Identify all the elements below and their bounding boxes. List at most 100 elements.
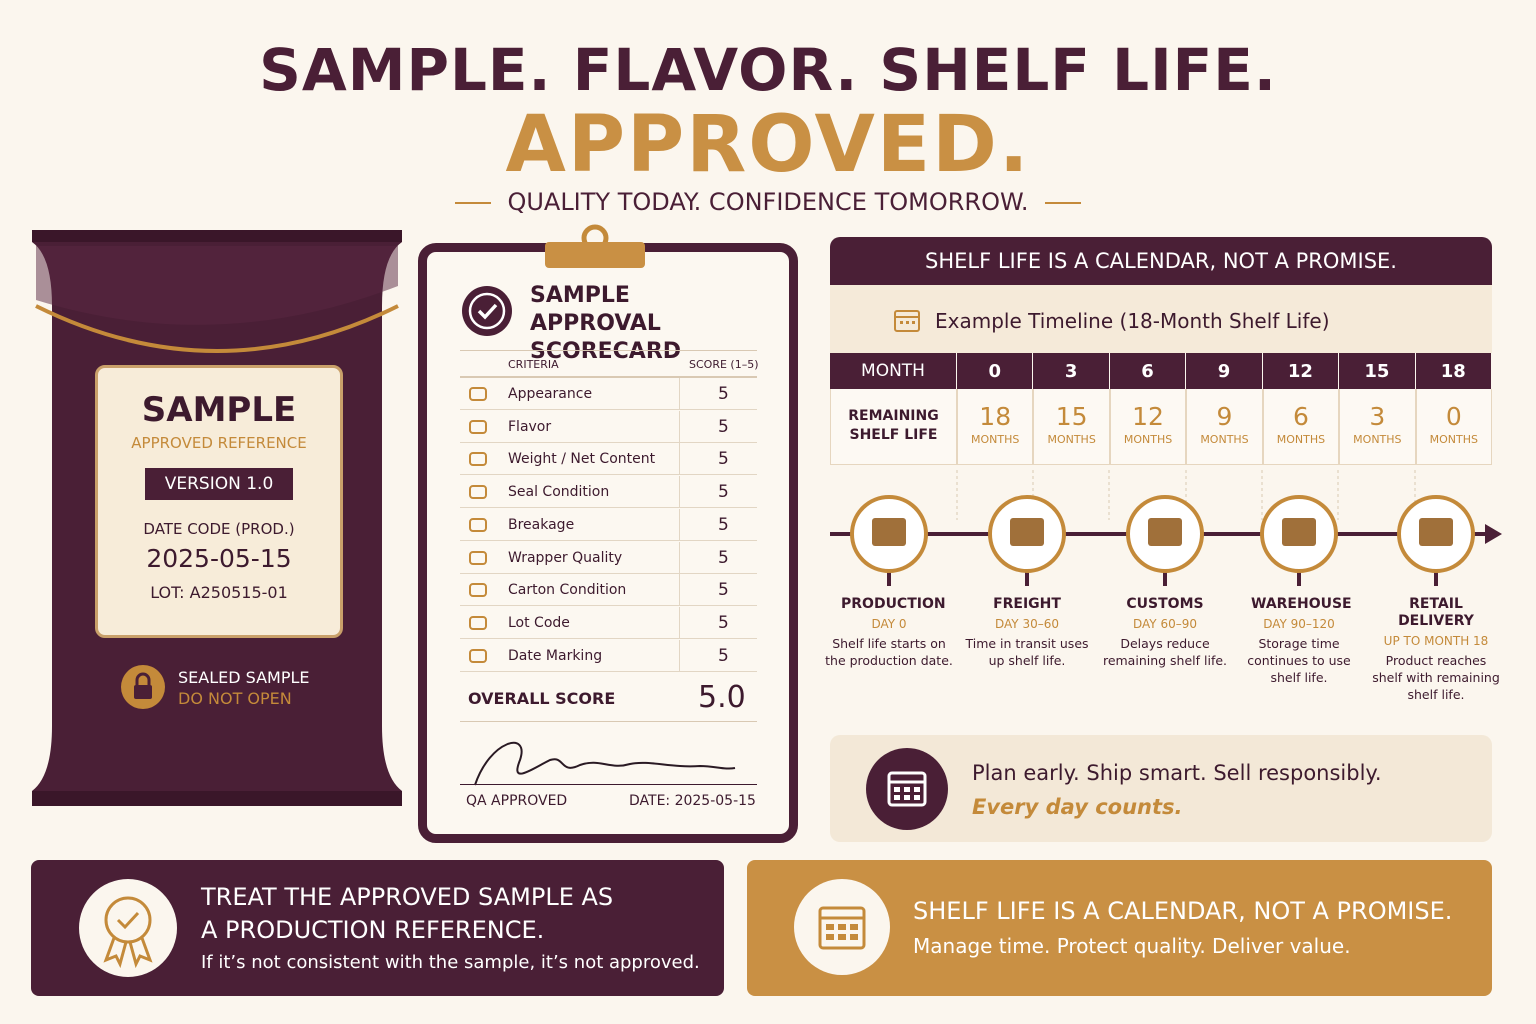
divider (455, 202, 492, 204)
tagline-row: QUALITY TODAY. CONFIDENCE TOMORROW. (0, 188, 1536, 216)
stage: WAREHOUSE DAY 90–120 Storage time continue… (1229, 596, 1369, 686)
stage-glyph (1148, 518, 1182, 546)
column-rule (679, 639, 680, 672)
column-rule (679, 443, 680, 476)
remaining-unit: MONTHS (1429, 433, 1478, 446)
timeline-subtitle: Example Timeline (18-Month Shelf Life) (935, 309, 1330, 333)
remaining-value: 15 (1055, 402, 1088, 431)
remaining-cell (1415, 389, 1492, 465)
criteria-icon (469, 419, 487, 434)
month-cell: 18 (1415, 353, 1492, 389)
criteria-icon (469, 648, 487, 663)
table-row (460, 542, 757, 574)
criteria-name: Date Marking (508, 647, 603, 664)
table-row (460, 378, 757, 410)
remaining-value: 18 (979, 402, 1012, 431)
pack-title: SAMPLE (141, 390, 297, 430)
signature-line (460, 784, 757, 785)
stage-days: DAY 0 (871, 617, 907, 631)
table-row (460, 574, 757, 607)
tagline: QUALITY TODAY. CONFIDENCE TOMORROW. (507, 188, 1029, 216)
table-header (460, 350, 757, 378)
qa-label: QA APPROVED (466, 793, 568, 809)
criteria-score: 5 (718, 449, 729, 470)
remaining-cell (1186, 389, 1263, 465)
calendar-badge (794, 879, 890, 975)
criteria-icon (469, 583, 487, 598)
criteria-name: Breakage (508, 516, 575, 533)
title: SAMPLE. FLAVOR. SHELF LIFE. (259, 36, 1277, 104)
remaining-cell (957, 389, 1034, 465)
criteria-name: Seal Condition (508, 484, 610, 501)
stage-days: UP TO MONTH 18 (1383, 634, 1489, 648)
remaining-value: 0 (1445, 402, 1462, 431)
seal-line-1: SEALED SAMPLE (178, 668, 310, 687)
criteria-score: 5 (718, 482, 729, 503)
remaining-cell (1109, 389, 1187, 465)
column-rule (679, 606, 680, 639)
criteria-icon (469, 387, 487, 401)
footer-left-title: TREAT THE APPROVED SAMPLE AS A PRODUCTIO… (201, 883, 614, 944)
remaining-cell (1339, 389, 1416, 465)
month-label: MONTH (830, 353, 957, 389)
footer-left-text: If it’s not consistent with the sample, … (201, 952, 700, 973)
footer-right-title: SHELF LIFE IS A CALENDAR, NOT A PROMISE. (913, 897, 1453, 925)
remaining-cell (1033, 389, 1110, 465)
month-cell: 12 (1262, 353, 1340, 389)
badge-icon (79, 879, 177, 977)
criteria-icon (469, 550, 487, 565)
criteria-score: 5 (718, 645, 729, 666)
criteria-name: Lot Code (508, 614, 570, 631)
subtitle-band (830, 285, 1492, 353)
stage-desc: Product reaches shelf with remaining she… (1372, 653, 1500, 702)
month-cell: 3 (1033, 353, 1110, 389)
stage-desc: Storage time continues to use shelf life… (1247, 636, 1351, 685)
seal-line-2: DO NOT OPEN (178, 689, 292, 708)
table-row (460, 476, 757, 509)
stage-glyph (1010, 518, 1044, 546)
calendar-icon (894, 310, 920, 332)
stage-desc: Time in transit uses up shelf life. (965, 636, 1089, 668)
overall-score: 5.0 (698, 680, 746, 715)
remaining-value: 3 (1369, 402, 1386, 431)
stage-name: CUSTOMS (1126, 596, 1204, 612)
stage-icon (1397, 495, 1475, 573)
remaining-value: 9 (1216, 402, 1233, 431)
stage-name: RETAIL DELIVERY (1398, 596, 1474, 629)
month-cell: 15 (1339, 353, 1416, 389)
remaining-label: REMAINING SHELF LIFE (830, 389, 957, 465)
month-cell: 9 (1186, 353, 1263, 389)
criteria-name: Flavor (508, 418, 552, 435)
stage-days: DAY 90–120 (1263, 617, 1335, 631)
remaining-unit: MONTHS (1123, 433, 1173, 446)
criteria-score: 5 (718, 547, 729, 568)
remaining-unit: MONTHS (1047, 433, 1096, 446)
col-criteria: CRITERIA (508, 358, 559, 371)
stage-name: WAREHOUSE (1251, 596, 1352, 612)
table-row (460, 509, 757, 541)
remaining-cell (1262, 389, 1340, 465)
divider (1044, 202, 1081, 204)
stage: CUSTOMS DAY 60–90 Delays reduce remaining … (1095, 596, 1235, 669)
stage-glyph (1282, 518, 1316, 546)
column-rule (679, 574, 680, 607)
criteria-name: Appearance (508, 386, 593, 402)
stage-glyph (1419, 518, 1453, 546)
criteria-icon (469, 452, 487, 467)
date-code: 2025-05-15 (146, 544, 292, 573)
pack-subtitle: APPROVED REFERENCE (131, 434, 307, 452)
criteria-score: 5 (718, 514, 729, 535)
table-row (460, 640, 757, 672)
criteria-score: 5 (718, 580, 729, 601)
scorecard (418, 243, 798, 843)
table-row (460, 411, 757, 443)
criteria-score: 5 (718, 384, 729, 404)
criteria-name: Weight / Net Content (508, 451, 656, 468)
remaining-value: 6 (1292, 402, 1309, 431)
lot-code: LOT: A250515-01 (150, 583, 288, 602)
stage: PRODUCTION DAY 0 Shelf life starts on the … (819, 596, 959, 669)
stage-name: FREIGHT (993, 596, 1061, 612)
table-row (460, 607, 757, 639)
callout-icon (866, 748, 948, 830)
